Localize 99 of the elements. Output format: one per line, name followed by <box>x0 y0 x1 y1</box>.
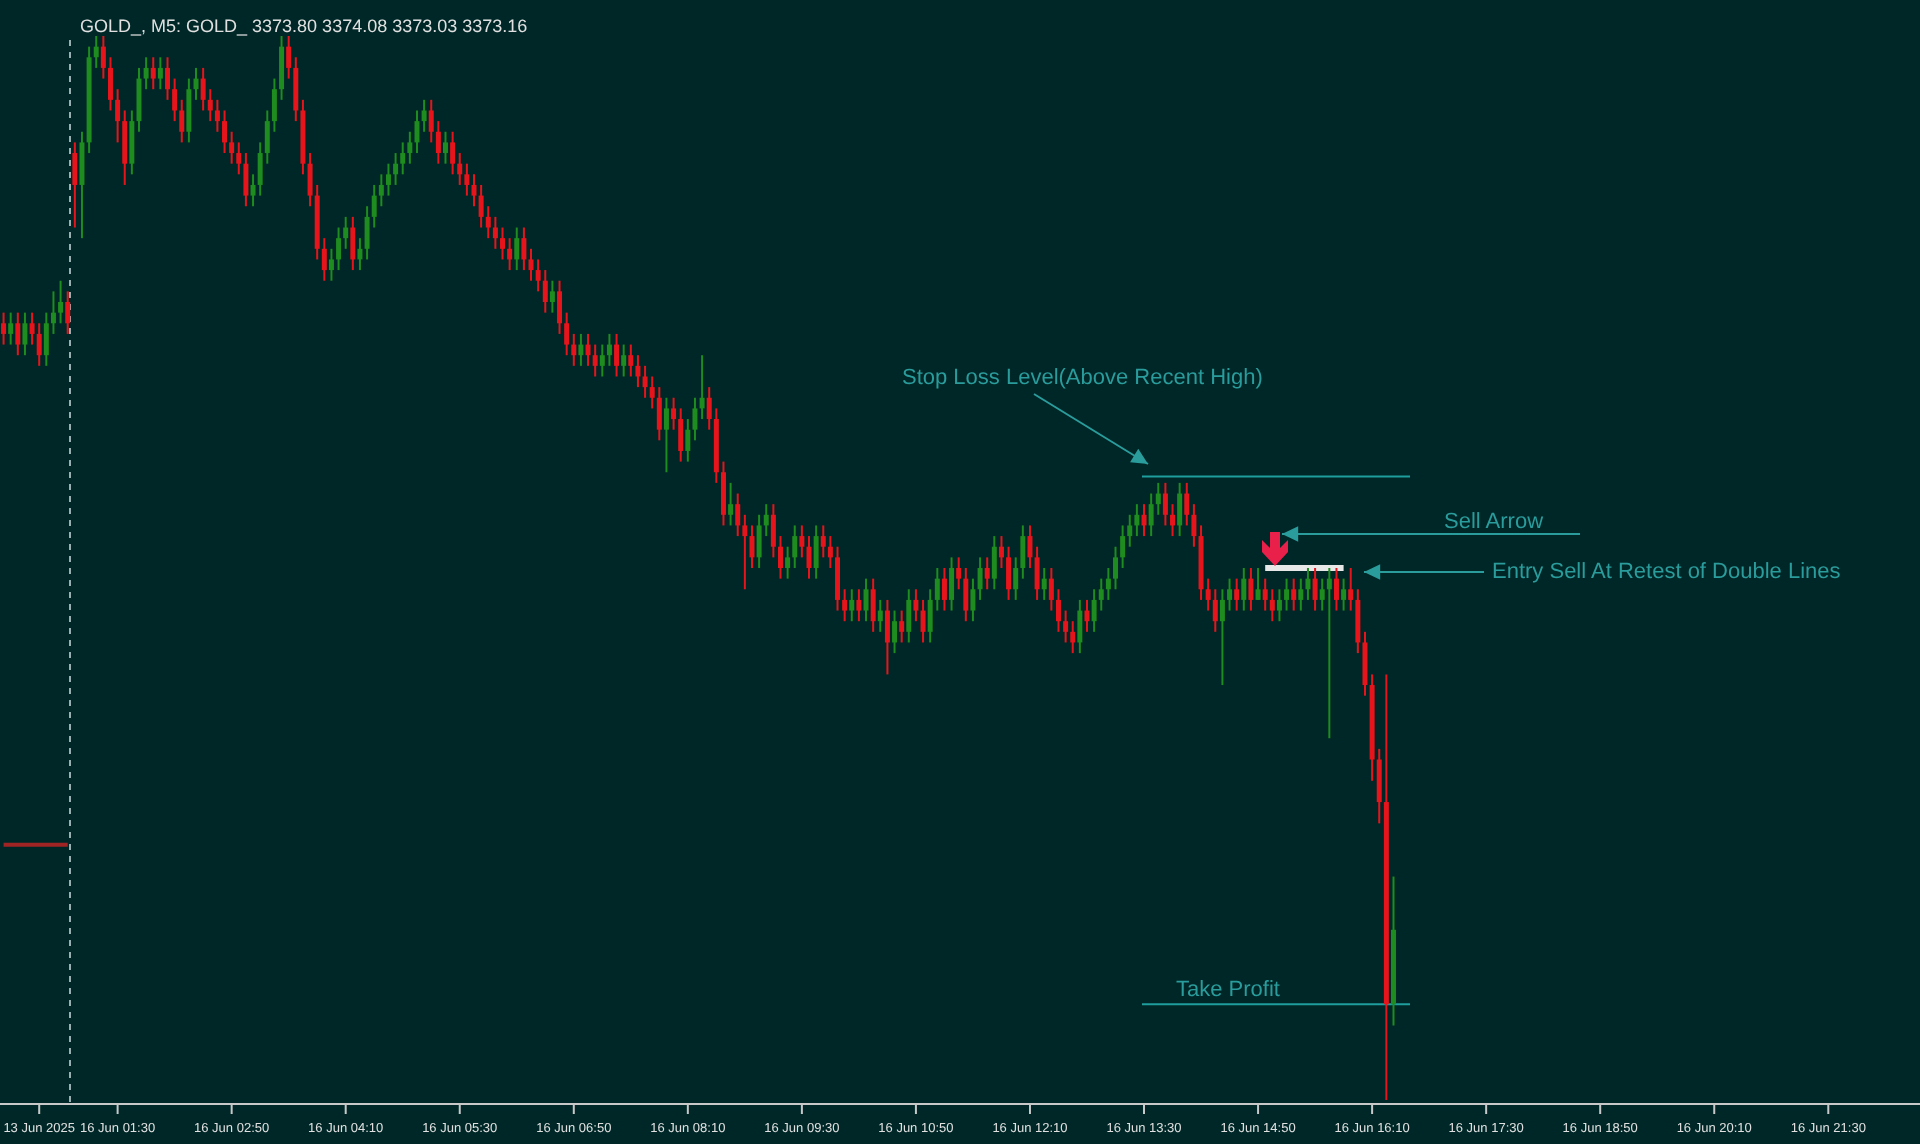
annotation: Entry Sell At Retest of Double Lines <box>1492 560 1842 584</box>
candlestick <box>656 386 662 442</box>
candlestick <box>578 332 584 367</box>
candlestick <box>222 109 228 155</box>
candlestick <box>72 141 78 229</box>
candlestick <box>1027 524 1033 569</box>
ref-line-label: Stop Loss Level(Above Recent High) <box>902 366 1263 390</box>
candlestick <box>1162 481 1168 527</box>
candlestick <box>450 130 456 176</box>
candlestick <box>827 535 833 569</box>
candlestick <box>58 279 64 325</box>
candlestick <box>699 354 705 421</box>
candlestick <box>1248 567 1254 612</box>
candlestick <box>79 130 85 240</box>
ref-line-label: Take Profit <box>1176 978 1280 1002</box>
candlestick <box>941 567 947 612</box>
candlestick <box>1255 567 1261 601</box>
candlestick <box>877 598 883 633</box>
candlestick <box>1326 567 1332 740</box>
candlestick <box>1177 481 1183 538</box>
candlestick <box>728 481 734 527</box>
candlestick <box>906 588 912 644</box>
candlestick <box>806 535 812 580</box>
candlestick <box>970 577 976 623</box>
candlestick <box>920 598 926 644</box>
candlestick <box>863 577 869 623</box>
candlestick <box>835 545 841 612</box>
candlestick <box>849 588 855 623</box>
candlestick <box>1084 598 1090 633</box>
candlestick <box>735 492 741 538</box>
candlestick <box>500 226 506 261</box>
candlestick <box>15 311 21 357</box>
candlestick <box>799 524 805 559</box>
candlestick <box>1284 577 1290 612</box>
candlestick <box>328 247 334 282</box>
candlestick <box>1341 577 1347 612</box>
candlestick <box>592 343 598 378</box>
candlestick <box>442 130 448 165</box>
candlestick <box>1269 588 1275 623</box>
candlestick <box>393 152 399 186</box>
candlestick <box>186 77 192 144</box>
candlestick <box>214 98 220 133</box>
candlestick <box>1298 577 1304 612</box>
candlestick <box>542 269 548 314</box>
candlestick <box>1241 567 1247 612</box>
candlestick <box>856 588 862 623</box>
candlestick <box>279 35 285 101</box>
candlestick <box>357 237 363 272</box>
candlestick <box>1077 598 1083 655</box>
candlestick <box>1 311 7 346</box>
candlestick <box>1006 545 1012 601</box>
candlestick <box>1312 567 1318 612</box>
candlestick <box>614 332 620 378</box>
candlestick <box>421 98 427 133</box>
candlestick <box>65 290 71 335</box>
candlestick <box>884 598 890 676</box>
candlestick <box>813 524 819 580</box>
candlestick <box>492 215 498 250</box>
candlestick <box>949 556 955 612</box>
candlestick <box>1219 588 1225 687</box>
candlestick <box>1063 609 1069 644</box>
candlestick <box>899 609 905 644</box>
candlestick <box>977 556 983 601</box>
candlestick <box>385 162 391 197</box>
candlestick <box>150 56 156 91</box>
candlestick <box>1170 503 1176 538</box>
candlestick <box>1234 577 1240 612</box>
candlestick <box>193 66 199 101</box>
candlestick <box>22 311 28 357</box>
candlestick <box>663 396 669 474</box>
candlestick <box>913 588 919 623</box>
candlestick <box>1041 567 1047 601</box>
annotation: Sell Arrow <box>1444 510 1544 534</box>
candlestick <box>621 343 627 378</box>
candlestick <box>143 56 149 91</box>
candlestick <box>1291 577 1297 612</box>
candlestick <box>1034 545 1040 601</box>
candlestick <box>1227 577 1233 612</box>
candlestick <box>870 577 876 633</box>
candlestick <box>549 279 555 314</box>
candlestick <box>8 311 14 346</box>
candlestick <box>998 535 1004 569</box>
candlestick <box>514 226 520 272</box>
candlestick <box>350 215 356 272</box>
candlestick <box>1276 588 1282 623</box>
candlestick <box>991 535 997 591</box>
candlestick <box>1333 567 1339 612</box>
candlestick <box>36 322 42 367</box>
candlestick <box>1105 567 1111 601</box>
chart-title: GOLD_, M5: GOLD_ 3373.80 3374.08 3373.03 3373.16 <box>80 16 528 36</box>
candlestick <box>892 609 898 655</box>
candlestick <box>1141 503 1147 538</box>
candlestick <box>984 556 990 591</box>
candlestick <box>157 56 163 91</box>
candlestick <box>1212 588 1218 633</box>
candlestick <box>336 226 342 272</box>
candlestick <box>521 226 527 272</box>
candlestick <box>628 343 634 378</box>
candlestick <box>606 332 612 367</box>
